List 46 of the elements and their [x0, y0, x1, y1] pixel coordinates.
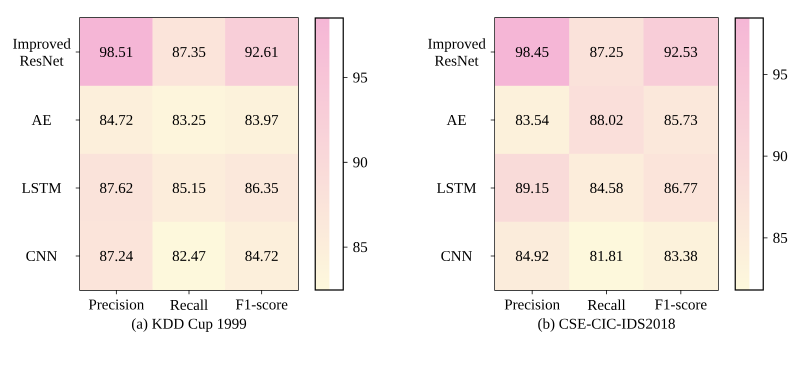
x-tick-label: F1-score — [655, 299, 707, 310]
data-label: 89.15 — [516, 182, 548, 194]
x-tick-label: Recall — [170, 299, 208, 310]
y-tick-label: AE — [446, 115, 466, 125]
data-label: 85.73 — [664, 114, 698, 126]
color-bar-label: 85 — [353, 242, 368, 252]
x-tick-label: Recall — [588, 299, 626, 310]
data-label: 92.53 — [664, 46, 698, 58]
y-tick-label: LSTM — [436, 182, 476, 194]
y-tick-label: Improved ResNet — [428, 38, 486, 66]
data-label: 84.72 — [100, 114, 132, 126]
data-label: 83.97 — [245, 114, 278, 126]
text: (a) KDD Cup 1999 — [132, 318, 246, 332]
data-label: 83.38 — [664, 250, 698, 262]
data-label: 83.54 — [516, 114, 549, 126]
data-label: 84.72 — [245, 250, 278, 262]
y-tick-label: CNN — [26, 250, 58, 262]
color-bar-label: 90 — [773, 151, 788, 162]
data-label: 87.25 — [590, 46, 623, 58]
color-bar-label: 95 — [353, 72, 368, 83]
data-label: 81.81 — [590, 250, 622, 262]
data-label: 87.62 — [100, 182, 132, 194]
x-tick-label: Precision — [88, 299, 144, 310]
y-tick-label: Improved ResNet — [13, 38, 71, 66]
data-label: 87.24 — [100, 250, 133, 262]
color-bar-label: 95 — [773, 69, 788, 80]
data-label: 88.02 — [590, 114, 623, 126]
y-tick-label: CNN — [441, 250, 472, 262]
data-label: 86.77 — [664, 182, 698, 194]
data-label: 84.58 — [590, 182, 623, 194]
data-label: 87.35 — [172, 46, 206, 58]
data-label: 85.15 — [172, 182, 206, 194]
color-bar-label: 85 — [773, 232, 788, 243]
data-label: 84.92 — [516, 250, 548, 262]
data-label: 86.35 — [245, 182, 278, 194]
data-label: 98.51 — [100, 46, 132, 58]
data-label: 83.25 — [172, 114, 206, 126]
data-label: 92.61 — [245, 46, 278, 58]
color-bar-label: 90 — [353, 157, 368, 168]
text: (b) CSE-CIC-IDS2018 — [538, 318, 675, 332]
y-tick-label: LSTM — [22, 182, 62, 194]
data-label: 98.45 — [516, 46, 548, 58]
x-tick-label: F1-score — [236, 299, 288, 310]
x-tick-label: Precision — [504, 299, 560, 310]
data-label: 82.47 — [172, 250, 206, 262]
y-tick-label: AE — [32, 115, 51, 125]
